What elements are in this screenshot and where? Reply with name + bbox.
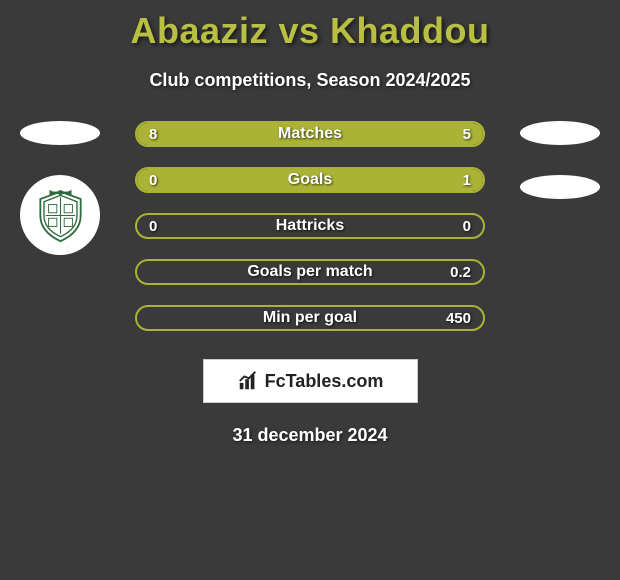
team-oval-icon (20, 121, 100, 145)
stat-bar: 85Matches (135, 121, 485, 147)
stat-bar: 00Hattricks (135, 213, 485, 239)
stat-label: Goals (137, 169, 483, 191)
comparison-chart: 85Matches 01Goals 00Hattricks 0.2Goals per … (0, 121, 620, 331)
right-team-badges (520, 121, 600, 199)
stat-label: Hattricks (137, 215, 483, 237)
footer-date: 31 december 2024 (0, 425, 620, 446)
stat-bar: 0.2Goals per match (135, 259, 485, 285)
stat-bar: 450Min per goal (135, 305, 485, 331)
brand-logo: FcTables.com (203, 359, 418, 403)
stat-label: Goals per match (137, 261, 483, 283)
left-team-badges (20, 121, 100, 255)
subtitle: Club competitions, Season 2024/2025 (0, 70, 620, 91)
page-title: Abaaziz vs Khaddou (0, 0, 620, 52)
chart-icon (237, 370, 259, 392)
stat-bar: 01Goals (135, 167, 485, 193)
stat-label: Min per goal (137, 307, 483, 329)
team-oval-icon (520, 175, 600, 199)
brand-text: FcTables.com (265, 371, 384, 392)
stat-bars: 85Matches 01Goals 00Hattricks 0.2Goals per … (135, 121, 485, 331)
team-crest-icon (20, 175, 100, 255)
team-oval-icon (520, 121, 600, 145)
stat-label: Matches (137, 123, 483, 145)
